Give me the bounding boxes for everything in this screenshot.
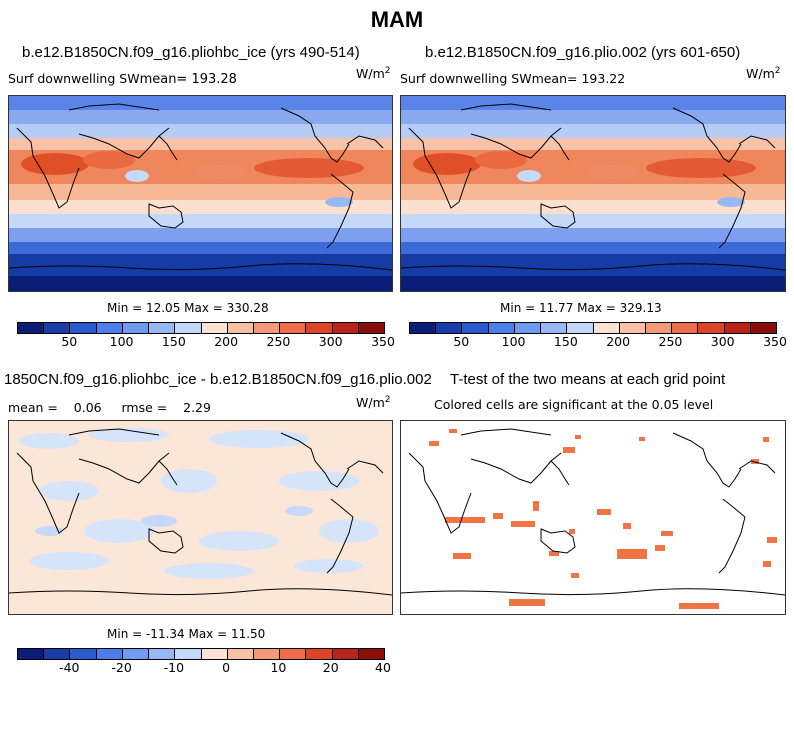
colorbar-swatch <box>44 323 71 333</box>
colorbar-tick-label: 200 <box>606 334 631 349</box>
colorbar-tick-label: 100 <box>501 334 526 349</box>
colorbar-swatch <box>750 323 777 333</box>
colorbar-top-right <box>409 322 777 334</box>
colorbar-bottom <box>17 648 385 660</box>
figure-title: MAM <box>370 7 424 32</box>
colorbar-swatch <box>410 323 437 333</box>
panel-c-minmax: Min = -11.34 Max = 11.50 <box>107 627 266 641</box>
panel-a-map <box>8 95 393 292</box>
panel-a-variable-label: Surf downwelling SWmean= 193.28 <box>8 71 237 87</box>
colorbar-swatch <box>306 649 333 659</box>
colorbar-tick-label: 300 <box>710 334 735 349</box>
colorbar-tick-label: 200 <box>214 334 239 349</box>
colorbar-swatch <box>280 323 307 333</box>
colorbar-swatch <box>96 649 123 659</box>
colorbar-tick-label: 250 <box>266 334 291 349</box>
colorbar-tick-label: 40 <box>375 660 391 675</box>
colorbar-swatch <box>724 323 751 333</box>
colorbar-swatch <box>18 649 45 659</box>
colorbar-swatch <box>175 323 202 333</box>
panel-c-map <box>8 420 393 615</box>
colorbar-tick-label: 0 <box>222 660 231 675</box>
colorbar-tick-label: 150 <box>553 334 578 349</box>
panel-a-title: b.e12.B1850CN.f09_g16.pliohbc_ice (yrs 4… <box>22 44 360 61</box>
colorbar-swatch <box>514 323 542 333</box>
colorbar-tick-label: 10 <box>270 660 287 675</box>
panel-a-minmax: Min = 12.05 Max = 330.28 <box>107 301 269 315</box>
colorbar-swatch <box>619 323 646 333</box>
panel-b-variable-label: Surf downwelling SWmean= 193.22 <box>400 71 626 86</box>
panel-b-map <box>400 95 786 292</box>
colorbar-tick-label: 300 <box>318 334 343 349</box>
colorbar-swatch <box>122 649 150 659</box>
colorbar-swatch <box>70 649 97 659</box>
colorbar-swatch <box>672 323 699 333</box>
panel-c-units: W/m2 <box>356 395 391 411</box>
colorbar-swatch <box>227 323 254 333</box>
panel-c-title: 1850CN.f09_g16.pliohbc_ice - b.e12.B1850… <box>4 371 432 388</box>
colorbar-swatch <box>253 323 281 333</box>
colorbar-tick-label: -40 <box>59 660 80 675</box>
colorbar-swatch <box>44 649 71 659</box>
colorbar-swatch <box>358 649 385 659</box>
colorbar-top-left-ticks: 50 100 150 200 250 300 350 <box>17 334 395 350</box>
colorbar-swatch <box>18 323 45 333</box>
panel-d-title: T-test of the two means at each grid poi… <box>450 371 726 388</box>
panel-a-units: W/m2 <box>356 66 391 82</box>
colorbar-swatch <box>280 649 307 659</box>
colorbar-swatch <box>306 323 333 333</box>
colorbar-swatch <box>227 649 254 659</box>
colorbar-tick-label: -10 <box>163 660 185 675</box>
colorbar-swatch <box>253 649 281 659</box>
colorbar-swatch <box>70 323 97 333</box>
panel-d-map <box>400 420 786 615</box>
colorbar-top-left <box>17 322 385 334</box>
colorbar-tick-label: 350 <box>371 334 395 349</box>
colorbar-swatch <box>201 649 228 659</box>
colorbar-swatch <box>201 323 228 333</box>
colorbar-tick-label: -20 <box>111 660 132 675</box>
colorbar-swatch <box>149 323 176 333</box>
colorbar-swatch <box>698 323 725 333</box>
panel-c-stats: mean = 0.06 rmse = 2.29 <box>8 400 211 415</box>
colorbar-swatch <box>541 323 568 333</box>
colorbar-tick-label: 150 <box>161 334 186 349</box>
colorbar-bottom-ticks: -40 -20 -10 0 10 20 40 <box>17 660 391 676</box>
colorbar-swatch <box>358 323 385 333</box>
colorbar-tick-label: 350 <box>763 334 787 349</box>
panel-b-title: b.e12.B1850CN.f09_g16.plio.002 (yrs 601-… <box>425 44 741 61</box>
colorbar-swatch <box>149 649 176 659</box>
colorbar-swatch <box>488 323 515 333</box>
colorbar-swatch <box>462 323 489 333</box>
colorbar-swatch <box>332 323 359 333</box>
colorbar-swatch <box>593 323 620 333</box>
colorbar-swatch <box>96 323 123 333</box>
colorbar-swatch <box>122 323 150 333</box>
colorbar-swatch <box>436 323 463 333</box>
panel-d-subtitle: Colored cells are significant at the 0.0… <box>434 397 714 412</box>
colorbar-tick-label: 20 <box>322 660 339 675</box>
colorbar-swatch <box>332 649 359 659</box>
colorbar-tick-label: 50 <box>453 334 470 349</box>
panel-b-minmax: Min = 11.77 Max = 329.13 <box>500 301 662 315</box>
colorbar-swatch <box>645 323 673 333</box>
colorbar-tick-label: 250 <box>658 334 683 349</box>
panel-b-units: W/m2 <box>746 66 781 82</box>
colorbar-top-right-ticks: 50 100 150 200 250 300 350 <box>409 334 787 350</box>
colorbar-tick-label: 50 <box>61 334 78 349</box>
colorbar-tick-label: 100 <box>109 334 134 349</box>
colorbar-swatch <box>567 323 594 333</box>
colorbar-swatch <box>175 649 202 659</box>
